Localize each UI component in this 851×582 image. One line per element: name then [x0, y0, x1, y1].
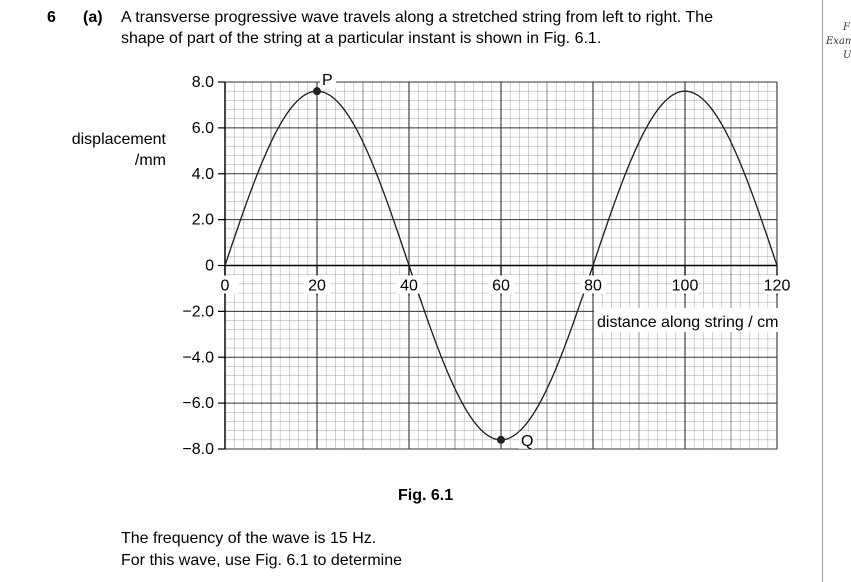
x-tick-label: 0	[221, 278, 230, 295]
point-q	[497, 435, 505, 444]
y-tick-label: −6.0	[182, 395, 214, 412]
margin-note-f: F	[843, 22, 850, 33]
margin-note-exam: Exam	[826, 36, 851, 47]
y-tick-labels: 8.0 6.0 4.0 2.0 0 −2.0 −4.0 −6.0 −8.0	[182, 74, 214, 458]
question-text-line2: shape of part of the string at a particu…	[121, 30, 602, 47]
x-tick-label-bg	[580, 275, 606, 294]
question-part: (a)	[83, 9, 103, 26]
y-tick-label: 6.0	[192, 120, 214, 137]
x-tick-label: 20	[308, 278, 326, 295]
point-label-q: Q	[521, 433, 533, 450]
x-tick-label-bg	[488, 275, 514, 294]
y-tick-label: 8.0	[192, 74, 214, 91]
point-label-bg	[320, 71, 336, 89]
y-tick-label: −8.0	[182, 441, 214, 458]
y-tick-label: −2.0	[182, 303, 214, 320]
marked-points: PQ	[313, 71, 535, 450]
y-tick-label: 0	[205, 258, 214, 275]
y-tick-label: −4.0	[182, 349, 214, 366]
question-text-line1: A transverse progressive wave travels al…	[121, 9, 713, 26]
frequency-statement: The frequency of the wave is 15 Hz.	[121, 530, 377, 547]
point-p	[313, 87, 321, 96]
xlabel-background	[594, 308, 794, 332]
y-tick-label: 4.0	[192, 166, 214, 183]
x-tick-label: 40	[400, 278, 418, 295]
y-axis-label-line2: /mm	[135, 152, 166, 169]
x-tick-label: 60	[492, 278, 510, 295]
x-tick-label-bg	[304, 275, 330, 294]
question-number: 6	[47, 9, 56, 26]
x-tick-label: 80	[584, 278, 602, 295]
point-label-p: P	[322, 72, 333, 89]
x-tick-label-bg	[212, 275, 238, 294]
x-tick-label: 120	[764, 278, 791, 295]
y-axis-label-line1: displacement	[72, 131, 167, 148]
point-label-bg	[519, 431, 535, 449]
margin-note-u: U	[843, 50, 851, 61]
y-tick-label: 2.0	[192, 212, 214, 229]
x-tick-label-bg	[672, 275, 698, 294]
x-tick-labels: 0 20 40 60 80 100 120	[212, 275, 791, 295]
margin-rule	[822, 0, 823, 582]
x-tick-label: 100	[672, 278, 699, 295]
x-tick-label-bg	[396, 275, 422, 294]
x-tick-label-bg	[764, 275, 790, 294]
x-axis-label: distance along string / cm	[597, 314, 778, 331]
instruction-statement: For this wave, use Fig. 6.1 to determine	[121, 552, 403, 569]
figure-caption: Fig. 6.1	[398, 487, 454, 504]
